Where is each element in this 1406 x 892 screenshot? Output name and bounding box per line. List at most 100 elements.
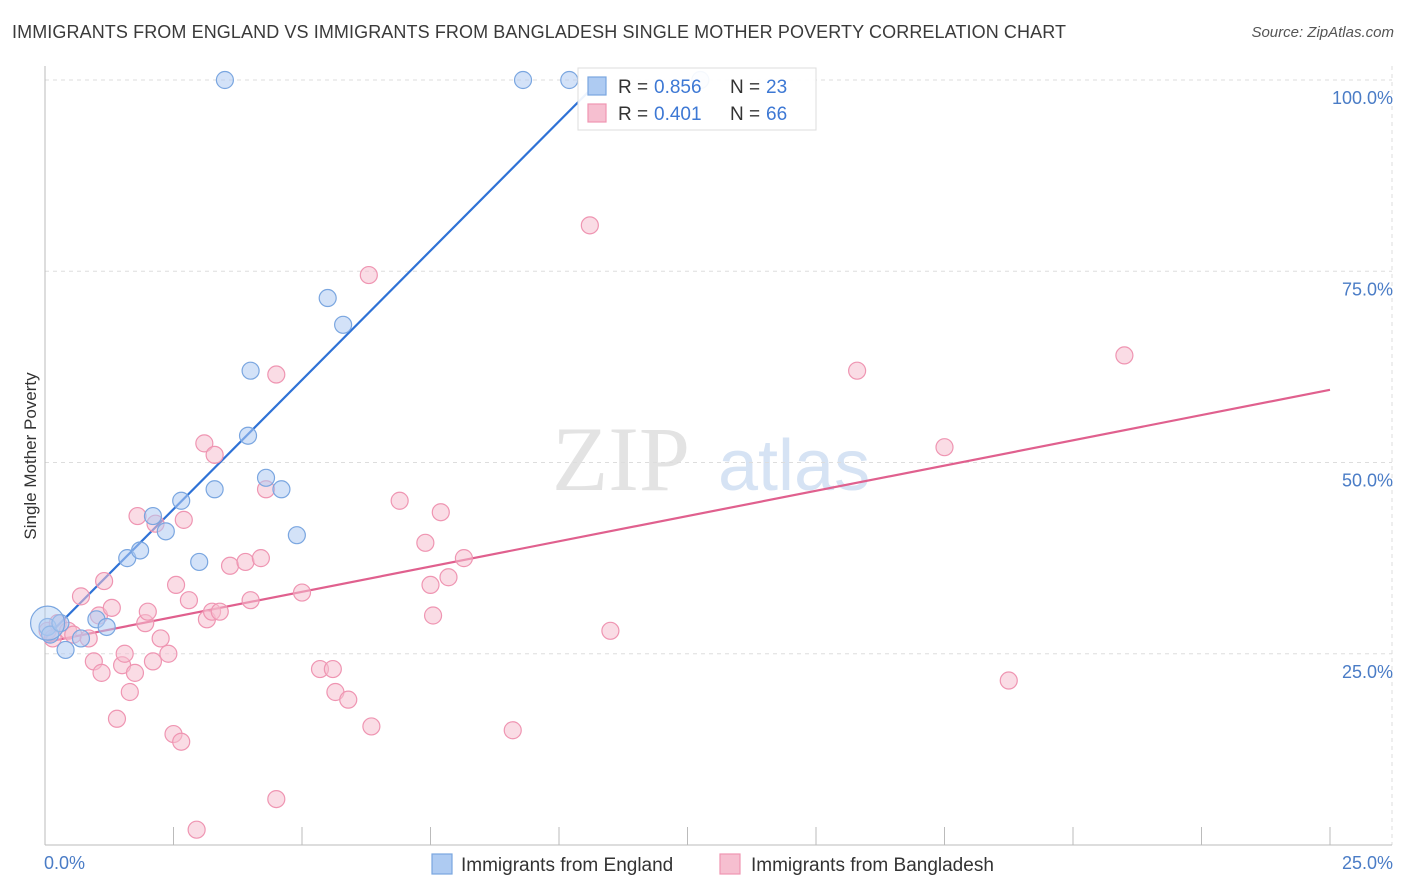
bangladesh-point [848,361,867,380]
y-axis-title: Single Mother Poverty [21,372,40,540]
source-credit: Source: ZipAtlas.com [1251,24,1394,41]
watermark-zip: ZIP [552,408,690,510]
england-point [97,617,116,637]
england-point [334,315,353,334]
bangladesh-point [159,644,178,663]
england-point [241,361,260,380]
england-point [238,426,258,445]
england-point [71,629,91,648]
england-point [287,526,306,545]
england-point [190,552,209,572]
england-point [156,522,175,541]
bangladesh-point [143,652,163,671]
bangladesh-point [138,602,157,621]
y-tick-label: 100.0% [1332,88,1393,108]
data-points [29,70,1134,839]
bangladesh-point [102,598,121,617]
bangladesh-point [935,438,954,457]
bangladesh-point [431,503,450,522]
bangladesh-point [92,663,111,682]
england-point [256,468,276,487]
bangladesh-point [220,556,240,575]
england-point [560,70,579,90]
bangladesh-point [359,265,378,285]
bangladesh-point [241,591,260,610]
watermark: ZIP atlas [552,408,870,510]
england-point [215,70,234,90]
england-point [272,480,291,499]
x-tick-label-max: 25.0% [1342,853,1393,873]
bangladesh-point [172,732,191,751]
bangladesh-point [95,571,114,591]
x-tick-label-min: 0.0% [44,853,85,873]
england-point [56,640,75,660]
bangladesh-point [421,575,440,595]
series-legend: Immigrants from England Immigrants from B… [431,853,994,876]
legend-r-label: R = [618,77,648,98]
y-axis-label: Single Mother Poverty [21,372,40,540]
england-point [130,541,150,560]
stats-legend: R = 0.856 N = 23 R = 0.401 N = 66 [577,67,817,131]
bangladesh-point [115,644,134,663]
england-cluster-point [29,605,66,641]
y-tick-label: 25.0% [1342,662,1393,682]
bangladesh-point [187,820,206,839]
england-series-swatch [431,853,453,875]
bangladesh-point [151,629,170,648]
bangladesh-point [210,602,229,621]
bangladesh-point [1115,346,1134,365]
bangladesh-point [580,216,599,235]
legend-r-label: R = [618,104,648,125]
england-point [318,288,337,308]
bangladesh-point [125,663,145,682]
watermark-atlas: atlas [718,426,870,506]
bangladesh-point [107,709,127,728]
england-point [172,491,191,510]
bangladesh-point [323,659,342,679]
legend-n-value: 23 [766,77,787,98]
bangladesh-point [390,491,409,510]
bangladesh-point [601,621,620,640]
england-point [143,506,163,526]
bangladesh-point [416,533,435,552]
bangladesh-point [251,549,270,568]
legend-n-label: N = [730,77,760,98]
y-tick-label: 50.0% [1342,471,1393,491]
tick-labels: 25.0% 50.0% 75.0% 100.0% 0.0% 25.0% [44,88,1393,873]
bangladesh-point [999,671,1018,690]
legend-n-value: 66 [766,104,787,125]
bangladesh-point [128,506,147,526]
england-legend-swatch [587,76,607,96]
legend-n-label: N = [730,104,760,125]
bangladesh-point [174,510,193,529]
bangladesh-point [362,717,381,736]
bangladesh-point [71,587,91,606]
bangladesh-point [292,583,312,602]
bangladesh-point [120,682,139,702]
england-point [51,614,70,633]
chart-title: IMMIGRANTS FROM ENGLAND VS IMMIGRANTS FR… [12,22,1067,42]
bangladesh-point [267,789,286,809]
bangladesh-legend-swatch [587,103,607,123]
bangladesh-point [423,606,443,625]
bangladesh-point [179,591,199,610]
bangladesh-point [503,721,522,740]
england-series-label: Immigrants from England [461,855,673,876]
legend-r-value: 0.401 [654,104,702,125]
england-point [205,480,224,499]
bangladesh-series-label: Immigrants from Bangladesh [751,855,994,876]
bangladesh-point [205,445,224,464]
y-tick-label: 75.0% [1342,279,1393,299]
bangladesh-point [439,568,458,587]
england-point [513,70,533,90]
legend-r-value: 0.856 [654,77,702,98]
bangladesh-point [339,690,358,709]
legend-box [577,67,817,131]
axes [44,66,1392,846]
bangladesh-point [267,365,286,384]
bangladesh-point [166,575,186,595]
bangladesh-point [236,552,255,572]
bangladesh-point [195,434,214,453]
bangladesh-point [454,549,474,568]
